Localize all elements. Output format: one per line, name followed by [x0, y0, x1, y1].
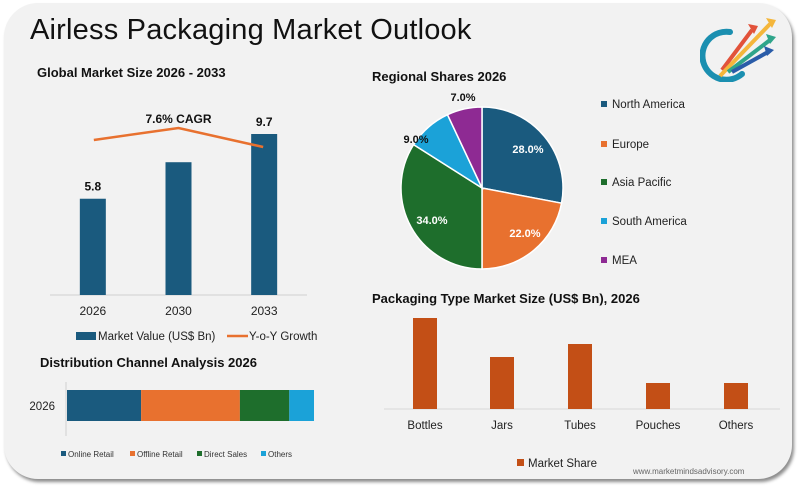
data-label-2033: 9.7	[256, 115, 273, 129]
segment-offline-retail	[141, 390, 240, 421]
bar-2030	[165, 162, 192, 295]
legend-label-offline-retail: Offline Retail	[137, 450, 183, 459]
bar-pouches	[646, 383, 670, 409]
bar-jars	[490, 357, 514, 409]
segment-direct-sales	[239, 390, 290, 421]
legend-label-others: Others	[268, 450, 292, 459]
yoy-growth-line	[93, 126, 264, 149]
pie-slice-europe	[481, 187, 563, 270]
website-url: www.marketmindsadvisory.com	[633, 467, 745, 476]
global-market-size-title: Global Market Size 2026 - 2033	[37, 65, 226, 80]
legend-label-market-share: Market Share	[528, 458, 597, 470]
legend-swatch-europe	[601, 141, 607, 147]
segment-others	[289, 390, 314, 421]
legend-swatch-market-share	[517, 459, 524, 466]
distribution-channel-title: Distribution Channel Analysis 2026	[40, 355, 257, 370]
x-tick-tubes: Tubes	[564, 420, 596, 432]
page-title: Airless Packaging Market Outlook	[30, 14, 472, 46]
segment-online-retail	[67, 390, 142, 421]
x-tick-2033: 2033	[251, 304, 278, 318]
x-tick-2030: 2030	[165, 304, 192, 318]
data-label-2026: 5.8	[84, 180, 101, 194]
pie-label-north-america: 28.0%	[512, 144, 543, 156]
x-tick-jars: Jars	[491, 420, 513, 432]
pie-label-mea: 7.0%	[450, 92, 475, 104]
legend-swatch-market-value	[76, 332, 96, 340]
legend-label-yoy-growth: Y-o-Y Growth	[249, 331, 317, 343]
bar-bottles	[413, 318, 437, 409]
regional-shares-title: Regional Shares 2026	[372, 69, 507, 84]
legend-swatch-online-retail	[61, 451, 66, 456]
legend-swatch-south-america	[601, 218, 607, 224]
legend-label-mea: MEA	[612, 255, 637, 267]
pie-label-asia-pacific: 34.0%	[416, 215, 447, 227]
x-tick-others: Others	[719, 420, 754, 432]
legend-swatch-direct-sales	[197, 451, 202, 456]
legend-swatch-asia-pacific	[601, 179, 607, 185]
legend-label-north-america: North America	[612, 99, 685, 111]
bar-2033	[251, 134, 278, 295]
x-tick-bottles: Bottles	[407, 420, 442, 432]
x-tick-pouches: Pouches	[636, 420, 681, 432]
legend-label-europe: Europe	[612, 139, 649, 151]
pie-label-europe: 22.0%	[509, 228, 540, 240]
legend-label-direct-sales: Direct Sales	[204, 450, 247, 459]
legend-swatch-others	[261, 451, 266, 456]
y-tick-2026: 2026	[29, 401, 55, 413]
legend-label-online-retail: Online Retail	[68, 450, 114, 459]
legend-swatch-north-america	[601, 101, 607, 107]
pie-slice-mea	[446, 106, 483, 189]
bar-tubes	[568, 344, 592, 409]
legend-swatch-mea	[601, 257, 607, 263]
bar-others	[724, 383, 748, 409]
pie-label-south-america: 9.0%	[403, 134, 428, 146]
legend-label-asia-pacific: Asia Pacific	[612, 177, 672, 189]
rising-arrows-logo-icon	[700, 18, 776, 82]
legend-swatch-offline-retail	[130, 451, 135, 456]
x-tick-2026: 2026	[79, 304, 106, 318]
bar-2026	[79, 198, 106, 295]
pie-slice-north-america	[481, 106, 564, 205]
legend-label-market-value: Market Value (US$ Bn)	[98, 331, 216, 343]
cagr-annotation: 7.6% CAGR	[145, 112, 211, 126]
packaging-type-title: Packaging Type Market Size (US$ Bn), 202…	[372, 291, 640, 306]
legend-label-south-america: South America	[612, 216, 687, 228]
